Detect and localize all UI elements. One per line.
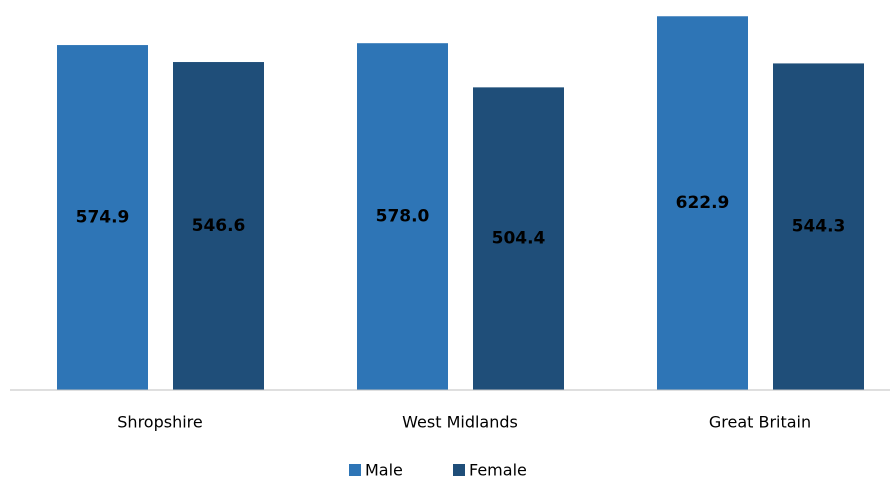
data-label: 546.6: [192, 216, 246, 236]
bar: [773, 63, 864, 391]
bar: [173, 62, 264, 390]
bar: [357, 43, 448, 390]
bar: [473, 87, 564, 391]
data-label: 622.9: [676, 193, 730, 213]
legend-swatch: [349, 464, 361, 476]
x-tick-label: Great Britain: [709, 413, 811, 432]
legend-label: Female: [469, 461, 527, 480]
data-label: 544.3: [792, 217, 846, 237]
x-tick-label: West Midlands: [402, 413, 518, 432]
legend-swatch: [453, 464, 465, 476]
legend-label: Male: [365, 461, 403, 480]
data-label: 574.9: [76, 208, 130, 228]
bar: [657, 16, 748, 390]
data-label: 504.4: [492, 229, 546, 249]
x-tick-label: Shropshire: [117, 413, 202, 432]
data-label: 578.0: [376, 207, 430, 227]
bar: [57, 45, 148, 391]
